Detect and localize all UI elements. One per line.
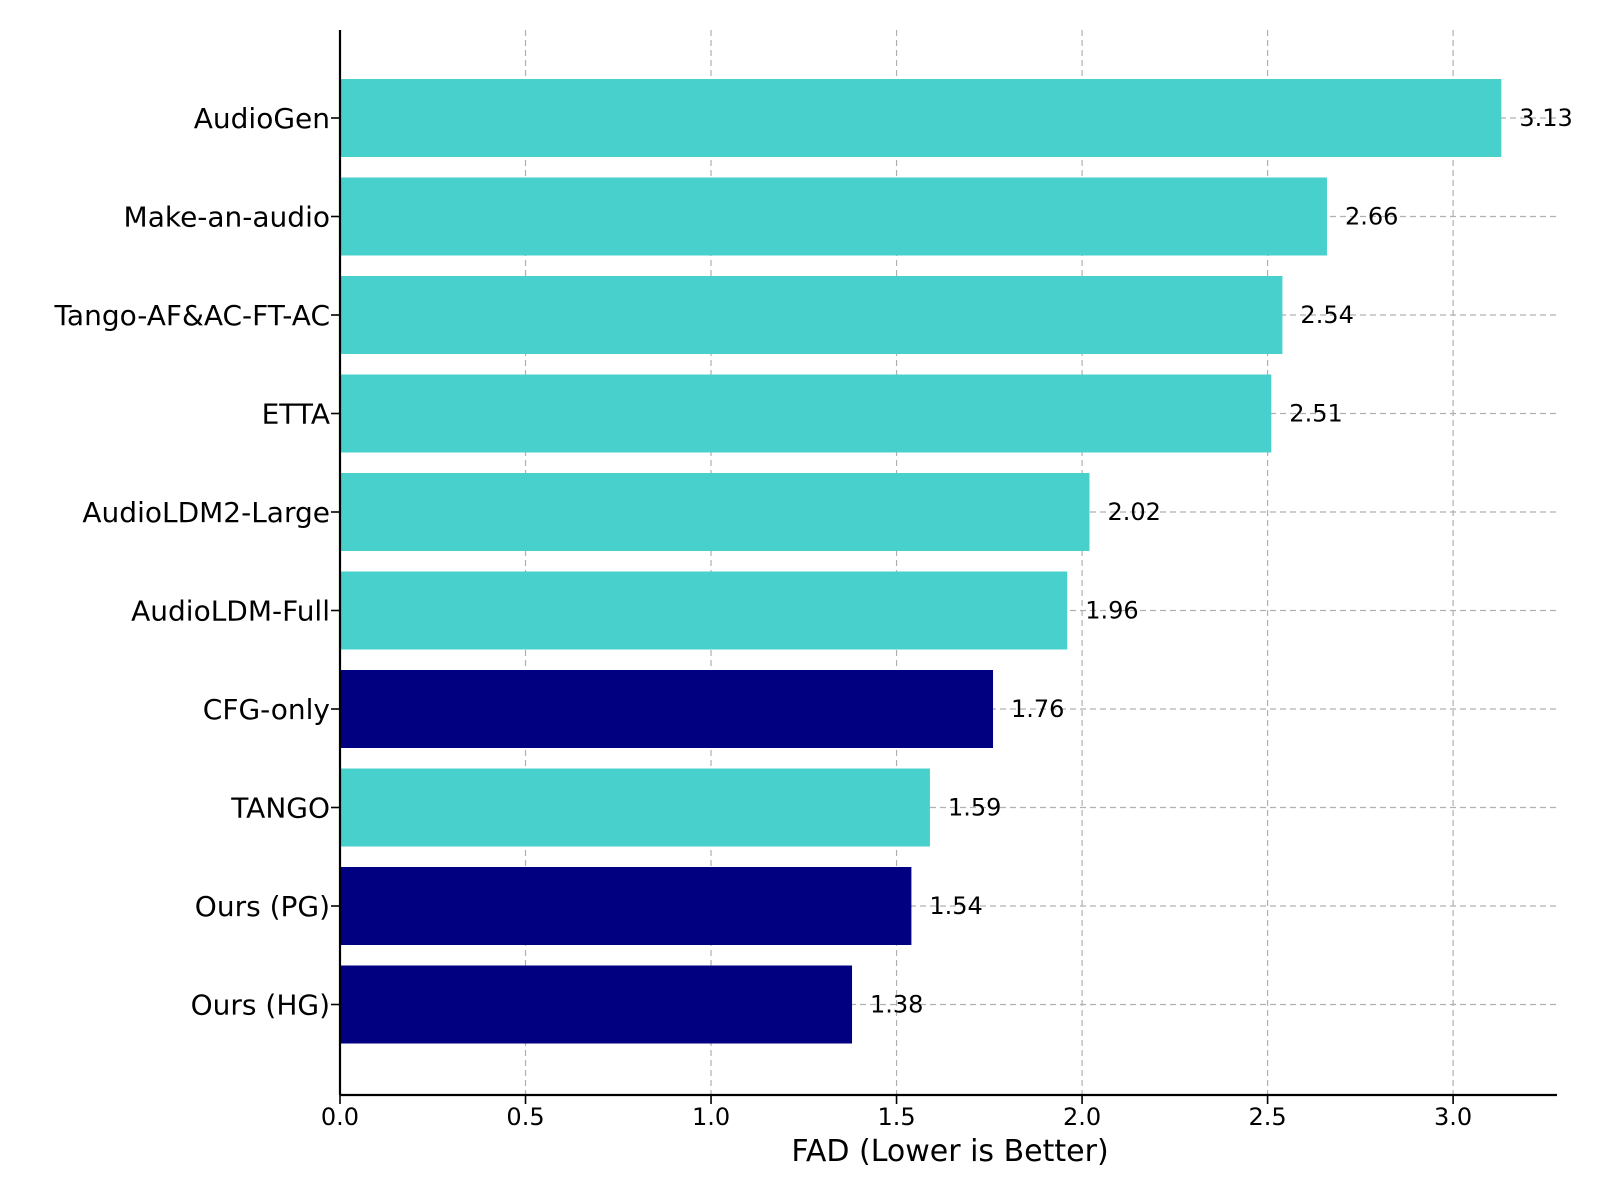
category-label: Ours (HG) xyxy=(191,989,330,1022)
axis-layer xyxy=(331,30,1557,1104)
category-label: ETTA xyxy=(262,398,330,431)
x-tick-label: 1.0 xyxy=(692,1103,730,1131)
bar xyxy=(340,177,1327,256)
bar-layer xyxy=(340,79,1502,1044)
category-label: TANGO xyxy=(230,792,330,825)
label-layer: AudioGen 3.13 Make-an-audio 2.66 Tango-AF&AC… xyxy=(53,102,1572,1131)
x-tick-label: 2.0 xyxy=(1063,1103,1101,1131)
category-label: CFG-only xyxy=(203,693,330,726)
bar xyxy=(340,473,1090,551)
bar xyxy=(340,768,930,847)
bar-value-label: 3.13 xyxy=(1519,104,1572,132)
category-label: AudioLDM-Full xyxy=(131,595,330,628)
bar-value-label: 1.59 xyxy=(948,794,1001,822)
category-label: Ours (PG) xyxy=(195,890,330,923)
bar-value-label: 1.54 xyxy=(929,892,982,920)
x-tick-label: 1.5 xyxy=(877,1103,915,1131)
bar xyxy=(340,276,1283,354)
bar xyxy=(340,374,1272,453)
bar-value-label: 2.51 xyxy=(1289,400,1342,428)
x-tick-label: 2.5 xyxy=(1249,1103,1287,1131)
bar-value-label: 2.02 xyxy=(1107,498,1160,526)
x-tick-label: 0.5 xyxy=(506,1103,544,1131)
x-tick-label: 0.0 xyxy=(321,1103,359,1131)
bar xyxy=(340,571,1068,650)
bar xyxy=(340,965,853,1044)
category-label: AudioGen xyxy=(194,102,330,135)
category-label: Tango-AF&AC-FT-AC xyxy=(53,299,330,332)
bar-value-label: 2.66 xyxy=(1345,203,1398,231)
bar-value-label: 1.96 xyxy=(1085,597,1138,625)
category-label: Make-an-audio xyxy=(124,201,330,234)
bar xyxy=(340,867,912,945)
bar xyxy=(340,79,1502,157)
x-axis-title: FAD (Lower is Better) xyxy=(791,1134,1108,1169)
category-label: AudioLDM2-Large xyxy=(82,496,330,529)
bar-value-label: 1.38 xyxy=(870,991,923,1019)
bar-value-label: 1.76 xyxy=(1011,695,1064,723)
bar xyxy=(340,670,994,748)
bar-value-label: 2.54 xyxy=(1300,301,1353,329)
x-tick-label: 3.0 xyxy=(1434,1103,1472,1131)
